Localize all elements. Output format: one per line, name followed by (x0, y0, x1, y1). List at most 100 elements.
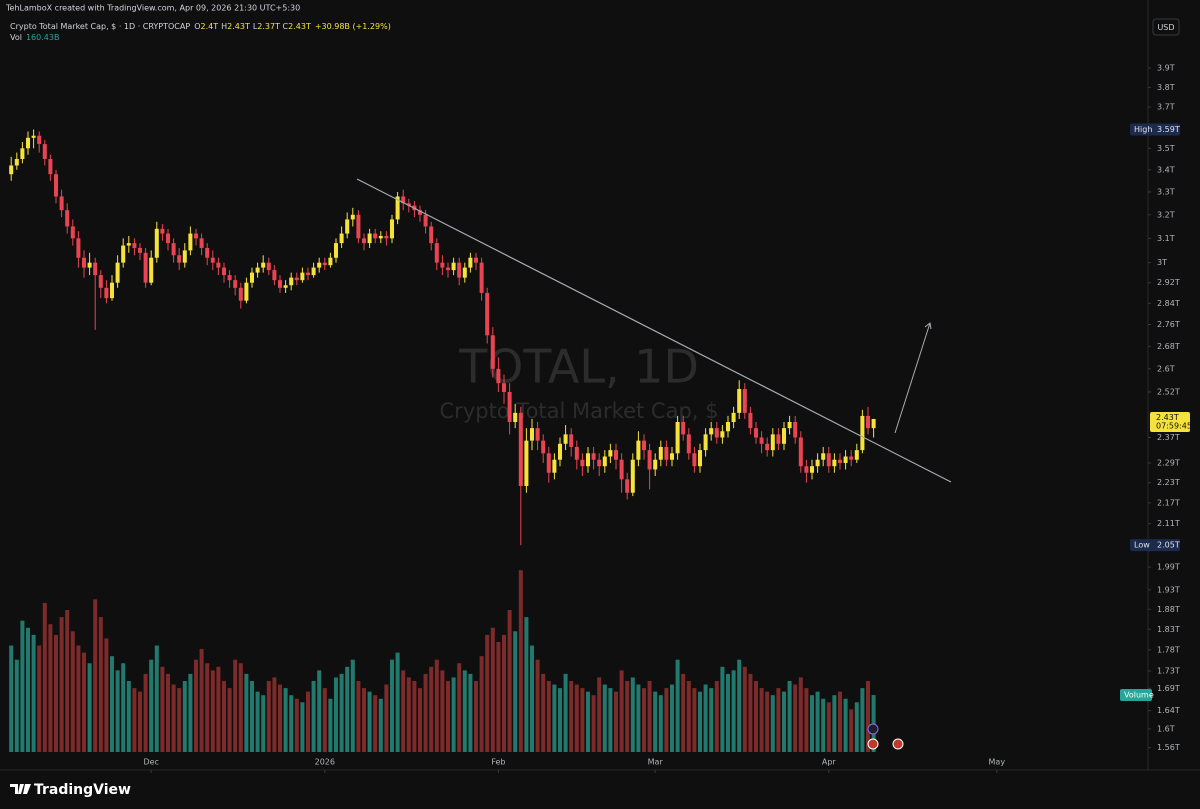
candle-body (395, 196, 400, 220)
volume-bar (143, 673, 148, 752)
currency-button[interactable] (1152, 18, 1180, 36)
volume-bar (737, 659, 742, 752)
candle-body (261, 262, 266, 268)
volume-bar (311, 681, 316, 752)
candle-body (496, 368, 501, 384)
currency[interactable]: USD (1157, 23, 1174, 32)
volume-bar (121, 663, 126, 752)
volume-bar (871, 695, 876, 752)
candle-body (860, 415, 865, 451)
candle-body (20, 148, 25, 159)
volume-bar (720, 666, 725, 752)
candle-body (160, 228, 165, 234)
candle-body (709, 428, 714, 435)
volume-bar (513, 631, 518, 752)
vol-label: Vol (10, 33, 22, 42)
candle-body (473, 257, 479, 263)
volume-bar (205, 663, 210, 752)
candle-body (569, 434, 574, 447)
candle-body (417, 210, 423, 215)
volume-bar (681, 673, 686, 752)
volume-bar (557, 688, 563, 752)
branding[interactable]: TradingView (34, 782, 131, 798)
candle-body (149, 257, 154, 283)
volume-bar (14, 659, 19, 752)
candle-body (613, 450, 619, 460)
volume-bar (725, 673, 731, 752)
candle-body (177, 255, 182, 263)
candle-body (630, 459, 635, 493)
candle-body (518, 412, 523, 486)
trend-line[interactable] (356, 178, 952, 483)
candle-body (221, 267, 227, 276)
candle-body (137, 247, 143, 253)
candle-body (305, 272, 311, 276)
arrow[interactable] (894, 322, 931, 434)
candle-body (681, 422, 686, 435)
y-tick-label: 2.11T (1157, 519, 1180, 528)
volume-bar (395, 652, 400, 752)
volume-bar (507, 610, 512, 752)
volume-bar (42, 602, 47, 752)
volume-bar (630, 677, 635, 752)
event-icon[interactable] (867, 738, 879, 750)
candle-body (300, 272, 305, 281)
volume-bar (31, 634, 36, 752)
volume-bar (653, 691, 658, 752)
volume-bar (132, 688, 137, 752)
volume-bar (182, 681, 187, 752)
volume-bar (787, 681, 792, 752)
volume-bar (417, 688, 423, 752)
y-tick-label: 2.37T (1157, 433, 1180, 442)
candle-body (647, 450, 652, 470)
volume-bar (843, 698, 848, 752)
candle-body (641, 440, 647, 451)
candle-body (65, 210, 70, 227)
ohlc-value: 2.4T (201, 22, 219, 31)
candle-body (345, 219, 350, 234)
candle-body (389, 219, 395, 239)
candle-body (821, 453, 826, 460)
candle-body (832, 459, 837, 467)
event-icon[interactable] (867, 723, 879, 735)
volume-bar (322, 688, 327, 752)
volume-bar (496, 641, 501, 752)
candle-body (126, 243, 131, 246)
arrow-head (924, 322, 932, 330)
candle-body (42, 144, 47, 159)
candle-body (703, 434, 708, 451)
candle-body (479, 262, 484, 293)
candle-body (742, 389, 747, 413)
y-tick-label: 3.1T (1157, 234, 1175, 243)
volume-bar (742, 666, 747, 752)
candle-body (406, 203, 411, 206)
x-tick-label: 2026 (315, 758, 335, 767)
volume-bar (37, 645, 42, 752)
candle-body (854, 450, 859, 460)
candle-body (154, 228, 159, 258)
volume-bar (389, 659, 395, 752)
candle-body (585, 453, 591, 467)
candle-body (193, 233, 199, 239)
ohlc-key: H (221, 22, 227, 31)
candle-body (98, 275, 103, 288)
y-tick-label: 2.17T (1157, 498, 1180, 507)
candle-body (311, 267, 316, 276)
volume-bar (658, 695, 663, 752)
candle-body (93, 262, 98, 276)
volume-bar (793, 684, 798, 752)
y-tick-label: 1.93T (1157, 585, 1180, 594)
last-price: 2.43T (1156, 413, 1179, 422)
volume-bar (165, 673, 171, 752)
volume-bar (703, 684, 708, 752)
volume-bar (210, 670, 215, 752)
y-tick-label: 3.8T (1157, 83, 1175, 92)
candle-body (165, 233, 171, 244)
volume-bar (294, 698, 299, 752)
volume-bar (854, 702, 859, 752)
y-tick-label: 2.23T (1157, 478, 1180, 487)
volume-bar (429, 666, 434, 752)
candle-body (697, 450, 703, 467)
volume-bar (552, 684, 557, 752)
event-icon[interactable] (892, 738, 904, 750)
